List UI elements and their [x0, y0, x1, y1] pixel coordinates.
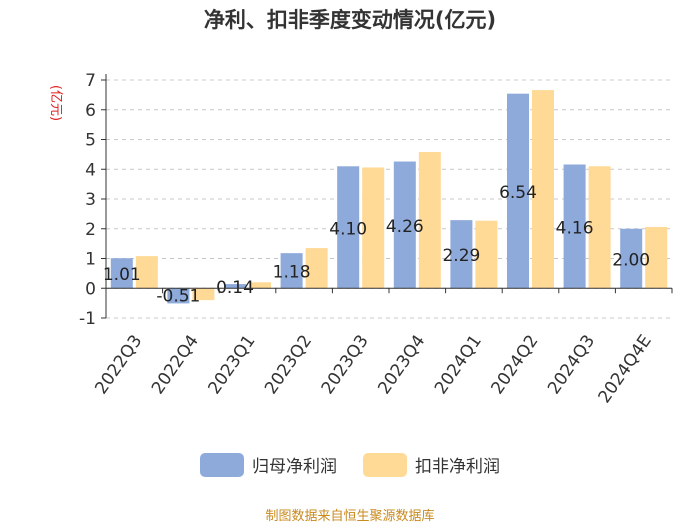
bar-deducted-profit [135, 256, 158, 289]
y-tick-label: 2 [85, 220, 96, 240]
bar-deducted-profit [475, 220, 498, 289]
bar-net-profit [450, 220, 473, 289]
bar-deducted-profit [645, 226, 668, 289]
data-label: 4.16 [556, 218, 594, 238]
legend-swatch-deducted-profit [363, 452, 407, 477]
x-tick-label: 2024Q1 [431, 331, 486, 398]
bar-deducted-profit [305, 248, 328, 289]
bar-deducted-profit [249, 282, 271, 289]
legend-label-net-profit: 归母净利润 [252, 457, 337, 477]
bar-deducted-profit [192, 288, 215, 301]
data-label: 4.10 [329, 219, 367, 239]
data-label: 4.26 [386, 217, 424, 237]
y-tick-label: 4 [85, 160, 96, 180]
x-tick-label: 2024Q4E [595, 331, 656, 407]
y-axis-label: (亿元) [48, 85, 63, 121]
bar-deducted-profit [362, 167, 385, 289]
grid-lines [106, 79, 672, 319]
data-label: 2.00 [612, 251, 650, 271]
x-tick-label: 2023Q1 [205, 331, 260, 398]
bar-net-profit [563, 164, 586, 289]
x-tick-label: 2023Q2 [261, 331, 316, 398]
bar-net-profit [337, 166, 360, 289]
bar-net-profit [167, 288, 190, 304]
bar-net-profit [224, 284, 246, 289]
bar-deducted-profit [532, 90, 554, 289]
x-tick-label: 2023Q3 [318, 331, 373, 398]
legend-label-deducted-profit: 扣非净利润 [415, 457, 500, 477]
data-label: 1.18 [273, 263, 311, 283]
y-tick-label: 1 [85, 250, 96, 270]
data-label: -0.51 [156, 286, 200, 306]
source-note: 制图数据来自恒生聚源数据库 [265, 509, 435, 524]
data-label: 6.54 [499, 183, 537, 203]
chart-title: 净利、扣非季度变动情况(亿元) [203, 8, 497, 32]
bar-net-profit [507, 93, 529, 289]
data-labels: 1.01-0.51 0.141.184.10 4.262.296.544.162.0… [103, 183, 650, 306]
legend-item-deducted-profit[interactable]: 扣非净利润 [363, 452, 500, 477]
data-label: 2.29 [442, 246, 480, 266]
bar-deducted-profit [418, 151, 441, 289]
legend-item-net-profit[interactable]: 归母净利润 [200, 452, 337, 477]
bar-net-profit [620, 228, 643, 289]
x-tick-label: 2022Q3 [91, 331, 146, 398]
x-tick-label: 2024Q2 [488, 331, 543, 398]
x-tick-label: 2023Q4 [374, 331, 429, 398]
bar-net-profit [393, 161, 416, 289]
y-tick-label: 7 [85, 71, 96, 91]
bar-net-profit [110, 258, 133, 289]
y-tick-label: 6 [85, 101, 96, 121]
bar-deducted-profit [588, 166, 611, 289]
y-tick-label: -1 [79, 309, 96, 329]
data-label: 1.01 [103, 265, 141, 285]
bar-net-profit [280, 253, 303, 289]
legend-swatch-net-profit [200, 452, 244, 477]
x-tick-label: 2024Q3 [544, 331, 599, 398]
y-tick-label: 0 [85, 279, 96, 299]
bars [110, 90, 668, 304]
x-tick-label: 2022Q4 [148, 331, 203, 398]
y-tick-label: 3 [85, 190, 96, 210]
legend: 归母净利润 扣非净利润 [0, 452, 700, 477]
y-tick-label: 5 [85, 131, 96, 151]
y-axis: -1 0 1 2 3 4 5 6 7 (亿元) [48, 71, 107, 329]
